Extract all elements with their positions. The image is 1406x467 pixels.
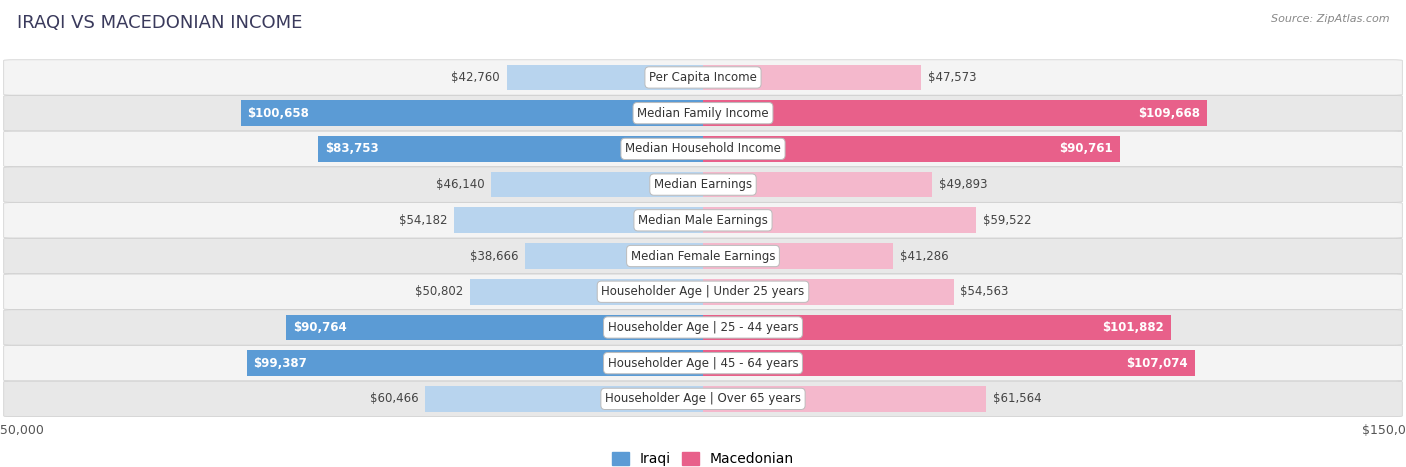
Text: $47,573: $47,573 (928, 71, 977, 84)
Text: $59,522: $59,522 (983, 214, 1032, 227)
Text: $61,564: $61,564 (993, 392, 1042, 405)
Text: $60,466: $60,466 (370, 392, 419, 405)
Text: IRAQI VS MACEDONIAN INCOME: IRAQI VS MACEDONIAN INCOME (17, 14, 302, 32)
Bar (240, 100, 703, 126)
Text: $46,140: $46,140 (436, 178, 484, 191)
Legend: Iraqi, Macedonian: Iraqi, Macedonian (606, 446, 800, 467)
Bar (703, 172, 932, 198)
Text: $90,764: $90,764 (292, 321, 347, 334)
FancyBboxPatch shape (4, 95, 1402, 131)
Bar (425, 386, 703, 412)
Bar (703, 279, 953, 304)
Text: $90,761: $90,761 (1059, 142, 1114, 156)
Text: $109,668: $109,668 (1137, 106, 1199, 120)
Text: Per Capita Income: Per Capita Income (650, 71, 756, 84)
Text: Median Family Income: Median Family Income (637, 106, 769, 120)
Text: $42,760: $42,760 (451, 71, 499, 84)
Bar (454, 207, 703, 233)
Bar (703, 207, 976, 233)
Bar (703, 386, 986, 412)
Text: $41,286: $41,286 (900, 249, 948, 262)
Bar (318, 136, 703, 162)
Text: Householder Age | Under 25 years: Householder Age | Under 25 years (602, 285, 804, 298)
Bar (506, 64, 703, 90)
Text: $38,666: $38,666 (470, 249, 519, 262)
FancyBboxPatch shape (4, 167, 1402, 202)
Text: $49,893: $49,893 (939, 178, 987, 191)
Bar (491, 172, 703, 198)
Bar (526, 243, 703, 269)
FancyBboxPatch shape (4, 60, 1402, 95)
Text: Median Female Earnings: Median Female Earnings (631, 249, 775, 262)
Bar (703, 243, 893, 269)
Text: $54,182: $54,182 (399, 214, 447, 227)
Text: $54,563: $54,563 (960, 285, 1010, 298)
FancyBboxPatch shape (4, 274, 1402, 310)
Bar (703, 315, 1171, 340)
Text: Source: ZipAtlas.com: Source: ZipAtlas.com (1271, 14, 1389, 24)
Text: $101,882: $101,882 (1102, 321, 1164, 334)
Bar (470, 279, 703, 304)
Text: $99,387: $99,387 (253, 357, 307, 370)
Bar (703, 64, 921, 90)
Text: $50,802: $50,802 (415, 285, 463, 298)
FancyBboxPatch shape (4, 381, 1402, 417)
FancyBboxPatch shape (4, 131, 1402, 167)
Bar (703, 350, 1195, 376)
Bar (703, 100, 1206, 126)
Text: Median Household Income: Median Household Income (626, 142, 780, 156)
Text: Median Male Earnings: Median Male Earnings (638, 214, 768, 227)
FancyBboxPatch shape (4, 238, 1402, 274)
Text: Householder Age | Over 65 years: Householder Age | Over 65 years (605, 392, 801, 405)
Text: Householder Age | 25 - 44 years: Householder Age | 25 - 44 years (607, 321, 799, 334)
Text: $107,074: $107,074 (1126, 357, 1188, 370)
FancyBboxPatch shape (4, 346, 1402, 381)
Text: Median Earnings: Median Earnings (654, 178, 752, 191)
Bar (287, 315, 703, 340)
FancyBboxPatch shape (4, 310, 1402, 345)
FancyBboxPatch shape (4, 203, 1402, 238)
Text: $83,753: $83,753 (325, 142, 378, 156)
Bar (246, 350, 703, 376)
Bar (703, 136, 1119, 162)
Text: $100,658: $100,658 (247, 106, 309, 120)
Text: Householder Age | 45 - 64 years: Householder Age | 45 - 64 years (607, 357, 799, 370)
